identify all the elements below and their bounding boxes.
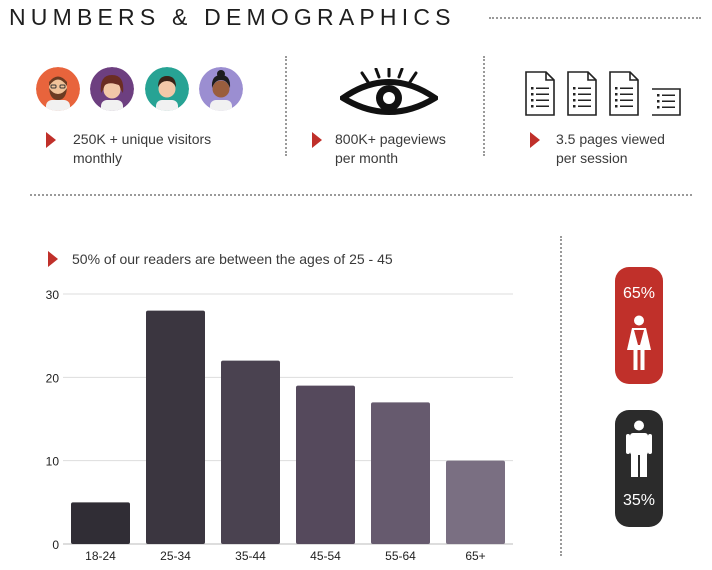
stat-divider xyxy=(285,56,287,156)
page-title: NUMBERS & DEMOGRAPHICS xyxy=(9,4,456,30)
y-tick-label: 10 xyxy=(46,455,60,469)
x-tick-label: 45-54 xyxy=(310,549,341,563)
avatar-man-icon xyxy=(145,67,189,111)
bar-55-64 xyxy=(371,402,430,544)
age-bar-chart: 0 10 20 30 18-24 25-34 35-44 45-54 55-64 65+ xyxy=(46,288,513,563)
eye-icon xyxy=(337,66,441,125)
x-tick-label: 35-44 xyxy=(235,549,266,563)
bar-45-54 xyxy=(296,385,355,544)
stat-visitors: 250K + unique visitors monthly xyxy=(73,130,211,168)
x-tick-label: 55-64 xyxy=(385,549,416,563)
document-pages-icon xyxy=(524,70,686,121)
bullet-arrow-icon xyxy=(48,251,58,267)
bar-18-24 xyxy=(71,502,130,544)
bullet-arrow-icon xyxy=(46,132,56,148)
x-tick-label: 65+ xyxy=(465,549,485,563)
stat-pages-line1: 3.5 pages viewed xyxy=(556,131,665,147)
stat-visitors-line2: monthly xyxy=(73,150,123,166)
avatar-woman-dark-icon xyxy=(199,67,243,111)
stat-divider xyxy=(483,56,485,156)
stat-pages-line2: per session xyxy=(556,150,628,166)
stat-pages-per-session: 3.5 pages viewed per session xyxy=(556,130,665,168)
bar-35-44 xyxy=(221,360,280,544)
male-percent: 35% xyxy=(622,492,656,509)
stat-pageviews: 800K+ pageviews per month xyxy=(335,130,446,168)
bullet-arrow-icon xyxy=(312,132,322,148)
bar-65+ xyxy=(446,460,505,544)
stat-pageviews-line2: per month xyxy=(335,150,399,166)
chart-caption: 50% of our readers are between the ages … xyxy=(72,251,393,267)
avatar-bearded-man-icon xyxy=(36,67,80,111)
title-divider xyxy=(489,17,701,19)
bar-25-34 xyxy=(146,310,205,544)
stat-pageviews-line1: 800K+ pageviews xyxy=(335,131,446,147)
female-pill: 65% xyxy=(615,267,663,384)
bullet-arrow-icon xyxy=(530,132,540,148)
stat-visitors-line1: 250K + unique visitors xyxy=(73,131,212,147)
gender-divider xyxy=(560,236,562,556)
male-figure-icon xyxy=(626,420,652,483)
female-figure-icon xyxy=(626,315,652,376)
x-tick-label: 18-24 xyxy=(85,549,116,563)
section-divider xyxy=(30,194,692,196)
male-pill: 35% xyxy=(615,410,663,527)
y-tick-label: 30 xyxy=(46,288,60,302)
y-tick-label: 0 xyxy=(52,538,59,552)
y-tick-label: 20 xyxy=(46,371,60,385)
avatar-woman-icon xyxy=(90,67,134,111)
x-tick-label: 25-34 xyxy=(160,549,191,563)
female-percent: 65% xyxy=(622,285,656,302)
